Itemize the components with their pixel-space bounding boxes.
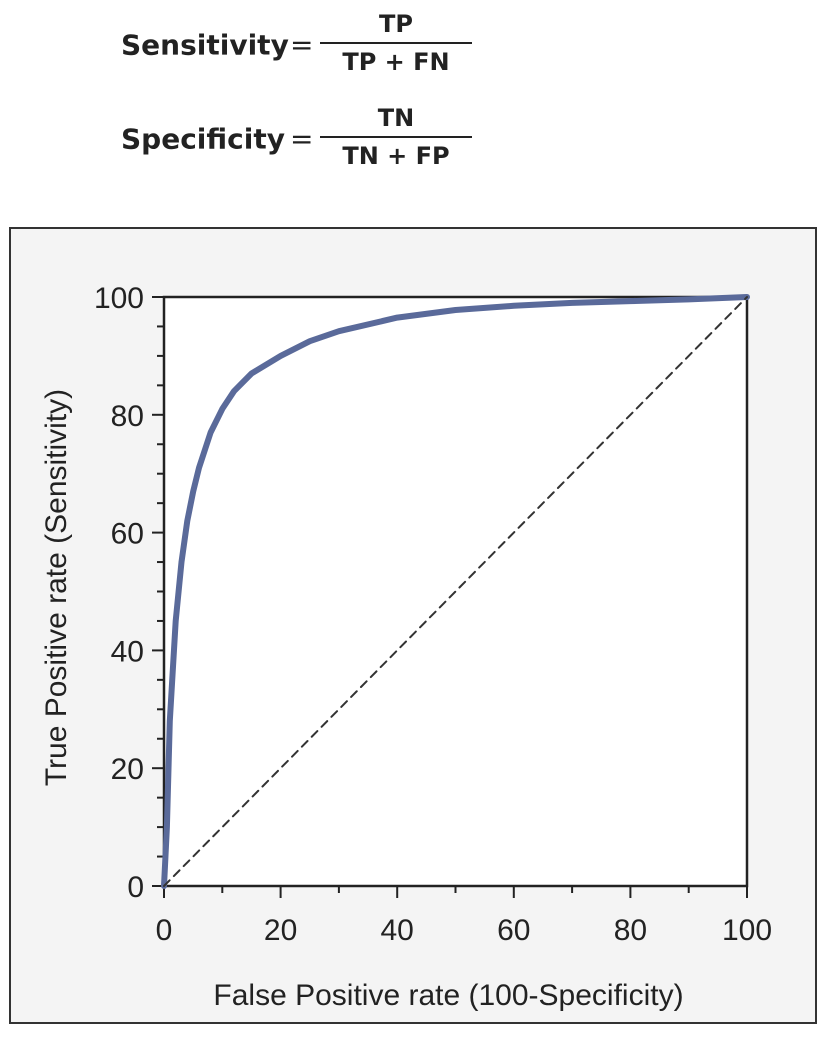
x-axis-label: False Positive rate (100-Specificity) xyxy=(213,979,683,1012)
specificity-denominator: TN + FP xyxy=(342,142,450,170)
roc-chart-frame: 0 20 40 60 80 100 0 20 40 60 80 100 False Positive r… xyxy=(9,227,817,1024)
x-tick-label: 60 xyxy=(497,914,530,947)
sensitivity-numerator: TP xyxy=(379,10,413,38)
specificity-equals: = xyxy=(290,122,314,156)
x-tick-label: 40 xyxy=(381,914,414,947)
y-tick-label: 0 xyxy=(127,871,144,904)
specificity-fraction: TN TN + FP xyxy=(320,102,472,172)
y-tick-label: 20 xyxy=(111,753,144,786)
x-tick-label: 100 xyxy=(722,914,772,947)
y-tick-label: 40 xyxy=(111,635,144,668)
sensitivity-fraction: TP TP + FN xyxy=(320,8,472,78)
x-tick-label: 0 xyxy=(156,914,173,947)
sensitivity-denominator: TP + FN xyxy=(342,48,450,76)
y-tick-label: 100 xyxy=(94,282,144,315)
specificity-numerator: TN xyxy=(377,104,415,132)
x-tick-label: 80 xyxy=(614,914,647,947)
roc-curve xyxy=(161,294,750,889)
sensitivity-label: Sensitivity xyxy=(121,28,289,62)
chance-diagonal-line xyxy=(163,296,748,887)
sensitivity-formula: Sensitivity = TP TP + FN xyxy=(0,0,830,90)
y-tick-label: 80 xyxy=(111,400,144,433)
y-axis-label: True Positive rate (Sensitivity) xyxy=(40,389,73,786)
x-tick-label: 20 xyxy=(264,914,297,947)
roc-chart: 0 20 40 60 80 100 0 20 40 60 80 100 False Positive r… xyxy=(40,282,772,1012)
specificity-formula: Specificity = TN TN + FP xyxy=(0,94,830,184)
specificity-fraction-bar xyxy=(320,136,472,138)
y-tick-label: 60 xyxy=(111,518,144,551)
specificity-label: Specificity xyxy=(121,122,285,156)
sensitivity-equals: = xyxy=(290,28,314,62)
sensitivity-fraction-bar xyxy=(320,42,472,44)
